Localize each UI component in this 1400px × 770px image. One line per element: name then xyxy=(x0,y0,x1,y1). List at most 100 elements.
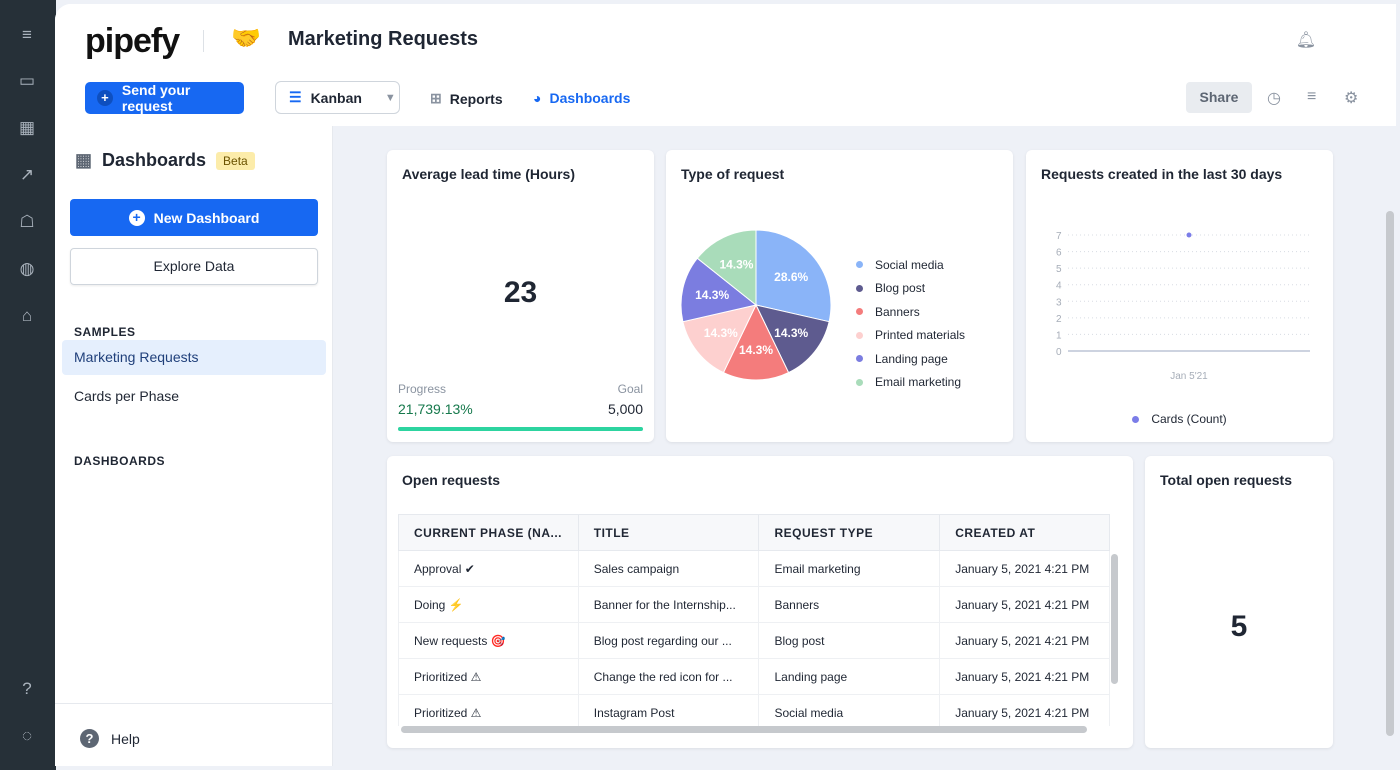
y-tick-label: 1 xyxy=(1056,330,1062,341)
bell-icon[interactable]: 🔔︎ xyxy=(1295,32,1316,49)
column-header[interactable]: CREATED AT xyxy=(939,514,1110,551)
pie-slice-label: 28.6% xyxy=(774,270,808,284)
column-header[interactable]: TITLE xyxy=(577,514,760,551)
total-open-value: 5 xyxy=(1230,610,1248,643)
legend-dot xyxy=(856,355,863,363)
table-cell: Prioritized ⚠ xyxy=(398,658,579,695)
dashboard-layout-icon: ▦ xyxy=(75,150,93,170)
table-icon: ⊞ xyxy=(430,90,442,106)
pie-legend: Social media Blog post Banners Printed mate… xyxy=(856,253,965,394)
open-requests-card: Open requests CURRENT PHASE (NA... TITLE R… xyxy=(387,456,1133,748)
chart-legend: Cards (Count) xyxy=(1026,412,1333,426)
lead-time-value: 23 xyxy=(503,276,538,309)
pie-slice xyxy=(696,229,757,307)
y-tick-label: 3 xyxy=(1056,297,1062,308)
y-tick-label: 4 xyxy=(1056,281,1062,292)
dashboards-heading: DASHBOARDS xyxy=(74,454,166,468)
send-request-button[interactable]: + Send your request xyxy=(85,82,244,114)
kanban-icon: ☰ xyxy=(289,89,302,105)
legend-label: Blog post xyxy=(875,281,926,296)
legend-dot xyxy=(856,284,863,292)
legend-label: Banners xyxy=(875,304,920,319)
table-row[interactable]: Prioritized ⚠ Instagram Post Social media J… xyxy=(398,694,1110,726)
table-cell: Social media xyxy=(758,694,941,726)
pie-slice-label: 14.3% xyxy=(704,326,738,340)
globe-icon[interactable]: ◍ xyxy=(19,259,35,278)
table-cell: Banner for the Internship... xyxy=(577,586,760,623)
store-icon[interactable]: ⌂ xyxy=(21,306,33,325)
pie-slice xyxy=(682,304,757,374)
legend-item: Blog post xyxy=(856,277,965,301)
help-icon: ? xyxy=(80,729,99,748)
beta-badge: Beta xyxy=(216,151,255,170)
page-scrollbar[interactable] xyxy=(1386,211,1394,736)
line-chart: 0 1 2 3 4 5 6 7 Jan 5'21 xyxy=(1056,231,1310,382)
sidebar-item-cards-per-phase[interactable]: Cards per Phase xyxy=(74,388,180,404)
table-row[interactable]: Approval ✔ Sales campaign Email marketing J… xyxy=(398,550,1110,587)
y-tick-label: 0 xyxy=(1056,347,1062,358)
requests-table: CURRENT PHASE (NA... TITLE REQUEST TYPE CRE… xyxy=(398,514,1110,726)
pie-slice xyxy=(722,303,790,381)
share-button[interactable]: Share xyxy=(1186,82,1252,113)
view-select[interactable]: ☰ Kanban ▼ xyxy=(275,81,400,114)
y-tick-label: 6 xyxy=(1056,248,1062,259)
main-window: pipefy 🤝 Marketing Requests 🔔︎ + Send you… xyxy=(55,4,1396,766)
new-dashboard-label: New Dashboard xyxy=(153,209,260,226)
automation-robot-icon[interactable]: ☖ xyxy=(19,212,35,231)
legend-dot xyxy=(856,378,863,386)
legend-label: Social media xyxy=(875,257,944,272)
y-tick-label: 2 xyxy=(1056,314,1062,325)
pie-chart: 28.6%14.3%14.3%14.3%14.3%14.3% xyxy=(680,229,832,381)
column-header[interactable]: REQUEST TYPE xyxy=(758,514,941,551)
settings-gear-icon[interactable]: ⚙ xyxy=(1344,90,1359,107)
table-cell: Approval ✔ xyxy=(398,550,579,587)
dashboards-tab[interactable]: ◕ Dashboards xyxy=(533,90,630,106)
table-vertical-scrollbar[interactable] xyxy=(1111,554,1118,684)
column-header[interactable]: CURRENT PHASE (NA... xyxy=(398,514,579,551)
table-horizontal-scrollbar[interactable] xyxy=(401,726,1087,733)
new-dashboard-button[interactable]: + New Dashboard xyxy=(70,199,318,236)
legend-label: Cards (Count) xyxy=(1151,412,1227,426)
progress-value: 21,739.13% xyxy=(398,401,473,417)
chat-icon[interactable]: ◌ xyxy=(21,726,33,745)
reports-tab[interactable]: ⊞ Reports xyxy=(430,90,503,107)
table-row[interactable]: Doing ⚡ Banner for the Internship... Banne… xyxy=(398,586,1110,623)
help-link[interactable]: ? Help xyxy=(80,729,140,748)
legend-label: Printed materials xyxy=(875,328,966,343)
view-select-value: Kanban xyxy=(310,89,362,106)
requests-table-wrap: CURRENT PHASE (NA... TITLE REQUEST TYPE CRE… xyxy=(398,514,1122,726)
card-title: Type of request xyxy=(681,166,785,182)
table-row[interactable]: Prioritized ⚠ Change the red icon for ...… xyxy=(398,658,1110,695)
history-icon[interactable]: ◷ xyxy=(1267,90,1281,107)
databases-icon[interactable]: ▦ xyxy=(18,118,36,137)
table-cell: January 5, 2021 4:21 PM xyxy=(939,658,1110,695)
pipe-title: Marketing Requests xyxy=(288,28,479,50)
table-cell: Blog post xyxy=(758,622,941,659)
table-cell: Prioritized ⚠ xyxy=(398,694,579,726)
handshake-icon: 🤝 xyxy=(231,25,261,52)
y-tick-label: 5 xyxy=(1056,264,1062,275)
sidebar-title-text: Dashboards xyxy=(102,150,207,170)
sidebar-title: ▦ Dashboards Beta xyxy=(75,150,255,171)
plus-circle-icon: + xyxy=(128,209,145,226)
dashboards-sidebar: ▦ Dashboards Beta + New Dashboard Explore D… xyxy=(55,126,333,766)
table-cell: January 5, 2021 4:21 PM xyxy=(939,694,1110,726)
pipefy-logo[interactable]: pipefy xyxy=(85,22,180,60)
legend-item: Landing page xyxy=(856,347,965,371)
table-cell: Doing ⚡ xyxy=(398,586,579,623)
legend-dot xyxy=(1132,416,1140,423)
filter-icon[interactable]: ≡ xyxy=(1307,88,1317,105)
expand-menu-icon[interactable]: ≡ xyxy=(22,25,32,44)
card-title: Average lead time (Hours) xyxy=(402,166,575,182)
help-book-icon[interactable]: ? xyxy=(22,679,32,698)
table-cell: Change the red icon for ... xyxy=(577,658,760,695)
pipes-icon[interactable]: ▭ xyxy=(18,71,36,90)
reports-chart-icon[interactable]: ↗ xyxy=(19,165,35,184)
table-cell: New requests 🎯 xyxy=(398,622,579,659)
table-cell: January 5, 2021 4:21 PM xyxy=(939,622,1110,659)
card-title: Requests created in the last 30 days xyxy=(1041,166,1283,182)
sidebar-item-marketing-requests[interactable]: Marketing Requests xyxy=(62,340,326,375)
table-row[interactable]: New requests 🎯 Blog post regarding our ..… xyxy=(398,622,1110,659)
total-open-requests-card: Total open requests 5 xyxy=(1145,456,1333,748)
explore-data-button[interactable]: Explore Data xyxy=(70,248,318,285)
